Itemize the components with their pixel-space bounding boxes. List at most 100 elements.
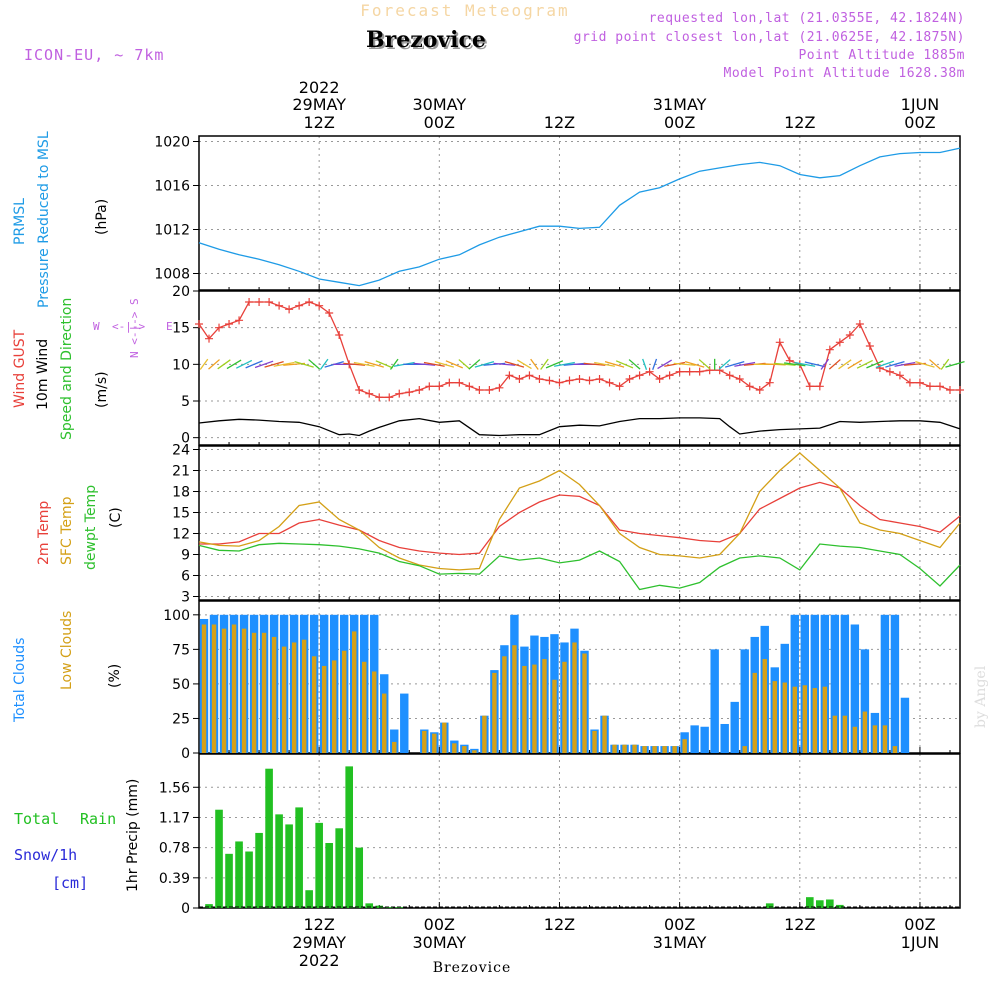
wind-direction-arrow <box>458 359 471 370</box>
wind-direction-arrow <box>820 358 830 370</box>
wind-direction-arrow <box>343 362 366 366</box>
wind-gust-point <box>335 331 344 339</box>
wind-ytick-label: 20 <box>172 284 190 300</box>
temperature-ytick-label: 12 <box>172 527 190 543</box>
precip-frame <box>198 753 961 909</box>
top-axis-date: 30MAY <box>412 95 466 114</box>
wind-direction-arrow <box>468 359 481 370</box>
precip-bar <box>265 768 273 908</box>
wind-gust-point <box>675 367 684 376</box>
wind-direction-arrow <box>423 361 445 367</box>
total-clouds-bar <box>810 614 820 753</box>
total-clouds-bar <box>800 614 810 753</box>
wind-gust-point <box>835 338 844 347</box>
precip-panel-labels: Total Rain Snow/1h [cm] 1hr Precip (mm) <box>14 779 141 892</box>
wind-gust-point <box>265 298 274 306</box>
wind-gust-point <box>295 301 304 310</box>
wind-10m-line <box>198 417 961 437</box>
wind-gust-point <box>475 386 484 394</box>
wind-gust-point <box>905 378 914 387</box>
total-clouds-bar <box>880 614 890 753</box>
low-clouds-bar <box>772 681 777 753</box>
wind-gust-point <box>805 382 814 391</box>
low-clouds-bar <box>422 730 427 753</box>
wind-gust-point <box>515 375 524 383</box>
low-clouds-bar <box>542 659 547 753</box>
wind-gust-point <box>745 382 754 391</box>
low-clouds-bar <box>662 746 667 753</box>
wind-gust-point <box>925 382 934 391</box>
temp-2m-line <box>199 481 961 556</box>
clouds-ytick-label: 25 <box>172 711 190 727</box>
wind-direction-arrow <box>885 360 905 368</box>
precip-unit: 1hr Precip (mm) <box>125 779 141 892</box>
wind-gust-point <box>625 375 634 383</box>
wind-gust-point <box>195 320 203 328</box>
precip-bar <box>235 841 243 908</box>
footer-location: Brezovice <box>433 960 512 976</box>
wind-direction-arrow <box>673 362 696 366</box>
pressure-ytick-label: 1012 <box>154 223 190 239</box>
wind-gust-point <box>565 376 574 385</box>
precip-ytick-label: 0.39 <box>159 871 190 887</box>
wind-direction-arrow <box>664 361 686 367</box>
wind-gust-point <box>956 386 964 394</box>
pressure-label-short: PRMSL <box>12 198 28 245</box>
low-clouds-bar <box>271 636 277 753</box>
wind-gust-point <box>465 382 474 391</box>
low-clouds-bar <box>231 624 237 753</box>
wind-gust-point <box>865 342 874 350</box>
wind-gust-label: Wind GUST <box>12 329 28 408</box>
low-clouds-bar <box>291 642 297 753</box>
wind-gust-point <box>445 378 454 387</box>
wind-gust-point <box>695 367 704 376</box>
bottom-axis-year: 2022 <box>299 951 340 970</box>
clouds-frame <box>198 600 961 754</box>
wind-direction-arrow <box>915 360 935 368</box>
wind-gust-point <box>215 323 224 332</box>
pressure-label-long: Pressure Reduced to MSL <box>36 131 52 308</box>
low-clouds-bar <box>632 744 637 753</box>
low-clouds-label: Low Clouds <box>59 611 75 690</box>
wind-direction-arrow <box>929 359 941 370</box>
wind-direction-arrow <box>545 360 564 369</box>
wind-gust-point <box>575 375 584 383</box>
wind-direction-arrow <box>838 359 852 370</box>
wind-direction-arrow <box>628 359 641 370</box>
low-clouds-bar <box>612 744 617 753</box>
total-clouds-bar <box>890 614 900 753</box>
wind-gust-point <box>705 366 714 375</box>
wind-gust-point <box>825 345 834 354</box>
wind-direction-arrow <box>353 361 375 367</box>
wind-gust-point <box>375 393 384 402</box>
wind-direction-arrow <box>945 360 965 368</box>
wind-direction-arrow <box>804 361 825 368</box>
low-clouds-bar <box>211 624 217 753</box>
wind-direction-arrow <box>504 360 525 368</box>
wind-gust-point <box>855 320 864 328</box>
temperature-ytick-label: 24 <box>172 443 190 459</box>
bottom-axis-hour: 00Z <box>904 915 935 934</box>
total-clouds-bar <box>740 649 749 753</box>
wind-direction-arrow <box>389 358 399 370</box>
bottom-axis-date: 31MAY <box>653 933 707 952</box>
temp-sfc-line <box>198 452 961 571</box>
bottom-axis-date: 29MAY <box>292 933 346 952</box>
wind-direction-arrow <box>642 358 648 370</box>
temperature-ytick-label: 21 <box>172 464 190 480</box>
wind-direction-arrow <box>375 360 393 369</box>
clouds-ytick-label: 100 <box>163 608 190 624</box>
low-clouds-bar <box>652 746 657 753</box>
total-clouds-bar <box>900 697 910 753</box>
top-axis-date: 31MAY <box>653 95 707 114</box>
total-clouds-bar <box>850 624 860 753</box>
low-clouds-bar <box>592 730 597 753</box>
precip-bar <box>805 897 814 908</box>
precip-ytick-label: 0.78 <box>159 841 190 857</box>
total-clouds-bar <box>720 723 729 753</box>
total-clouds-bar <box>840 614 850 753</box>
top-axis-date: 29MAY <box>292 95 346 114</box>
wind-gust-point <box>275 301 284 310</box>
wind-compass-arrow: <-|-> <box>112 320 145 333</box>
header-location-shadow: Brezovice <box>368 29 488 55</box>
